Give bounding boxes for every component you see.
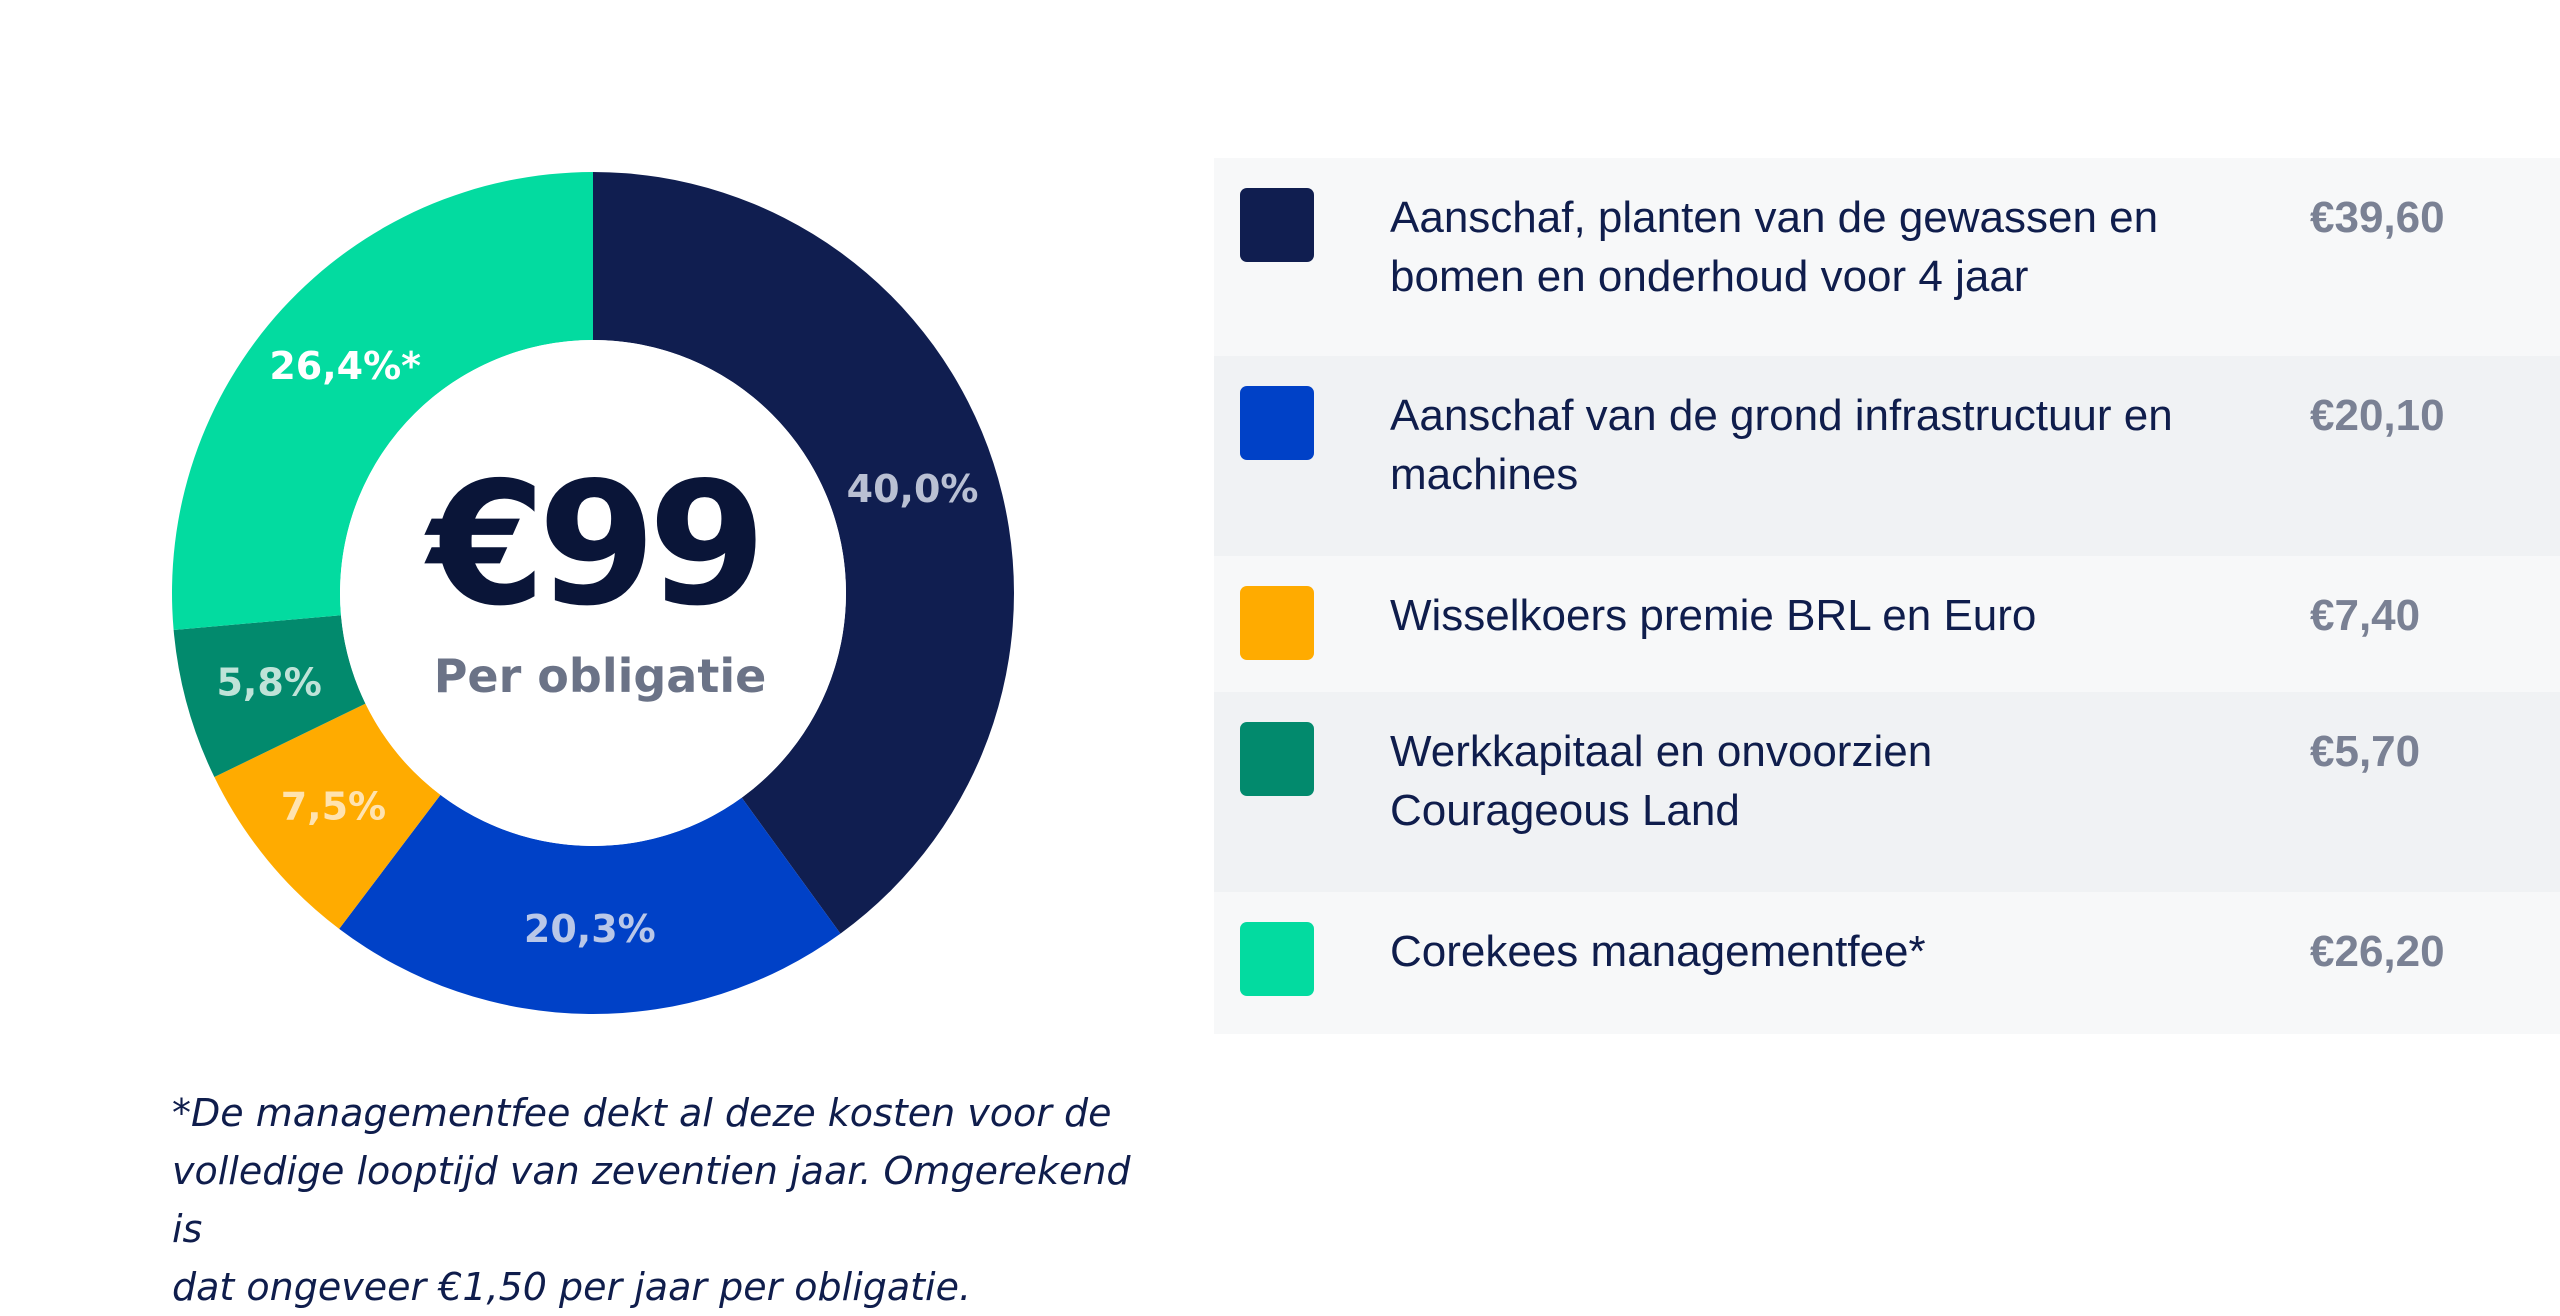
legend-label-line: Corekees managementfee* bbox=[1390, 927, 1926, 976]
slice-label: 7,5% bbox=[281, 784, 386, 828]
legend-label-line: Werkkapitaal en onvoorzien bbox=[1390, 727, 1933, 776]
legend-amount: €26,20 bbox=[2310, 927, 2445, 976]
legend-label-line: Courageous Land bbox=[1390, 786, 1740, 835]
donut-slice bbox=[593, 172, 1015, 934]
legend-label: Werkkapitaal en onvoorzien Courageous Lan… bbox=[1390, 722, 2250, 840]
legend-row: Corekees managementfee* €26,20 bbox=[1214, 892, 2560, 1034]
center-subtitle: Per obligatie bbox=[434, 649, 767, 703]
footnote-line: volledige looptijd van zeventien jaar. O… bbox=[172, 1149, 1131, 1251]
slice-label: 20,3% bbox=[524, 907, 656, 951]
donut-slice bbox=[172, 172, 593, 630]
donut-hole bbox=[340, 340, 846, 846]
footnote-line: dat ongeveer €1,50 per jaar per obligati… bbox=[172, 1265, 972, 1309]
legend-label-line: bomen en onderhoud voor 4 jaar bbox=[1390, 252, 2029, 301]
legend-label: Aanschaf, planten van de gewassen en bome… bbox=[1390, 188, 2250, 306]
legend-table: Aanschaf, planten van de gewassen en bome… bbox=[1214, 158, 2560, 1034]
legend-amount: €39,60 bbox=[2310, 193, 2445, 242]
legend-label-line: Aanschaf, planten van de gewassen en bbox=[1390, 193, 2159, 242]
legend-row: Wisselkoers premie BRL en Euro €7,40 bbox=[1214, 556, 2560, 692]
legend-amount: €7,40 bbox=[2310, 591, 2421, 640]
legend-swatch bbox=[1240, 586, 1314, 660]
donut-slices bbox=[172, 172, 1015, 1015]
legend-swatch bbox=[1240, 188, 1314, 262]
slice-label: 26,4%* bbox=[269, 344, 421, 388]
legend-amount: €20,10 bbox=[2310, 391, 2445, 440]
legend-amount: €5,70 bbox=[2310, 727, 2421, 776]
legend-swatch bbox=[1240, 722, 1314, 796]
legend-label-line: Aanschaf van de grond infrastructuur en bbox=[1390, 391, 2173, 440]
legend-label: Aanschaf van de grond infrastructuur en m… bbox=[1390, 386, 2250, 504]
legend-label: Corekees managementfee* bbox=[1390, 922, 2250, 981]
center-amount: €99 bbox=[424, 446, 759, 644]
legend-swatch bbox=[1240, 386, 1314, 460]
legend-label-line: Wisselkoers premie BRL en Euro bbox=[1390, 591, 2037, 640]
legend-row: Werkkapitaal en onvoorzien Courageous Lan… bbox=[1214, 692, 2560, 892]
legend-row: Aanschaf, planten van de gewassen en bome… bbox=[1214, 158, 2560, 356]
legend-row: Aanschaf van de grond infrastructuur en m… bbox=[1214, 356, 2560, 556]
slice-label: 5,8% bbox=[216, 661, 321, 705]
donut-slice bbox=[214, 703, 441, 929]
donut-slice bbox=[339, 794, 841, 1015]
footnote-line: *De managementfee dekt al deze kosten vo… bbox=[172, 1091, 1112, 1135]
slice-label: 40,0% bbox=[847, 467, 979, 511]
donut-chart: 40,0% 20,3% 7,5% 5,8% 26,4%* €99 Per obligat… bbox=[172, 172, 1015, 1015]
footnote: *De managementfee dekt al deze kosten vo… bbox=[172, 1084, 1172, 1316]
legend-swatch bbox=[1240, 922, 1314, 996]
donut-slice-labels: 40,0% 20,3% 7,5% 5,8% 26,4%* bbox=[216, 344, 978, 951]
donut-slice bbox=[173, 615, 366, 778]
legend-label-line: machines bbox=[1390, 450, 1579, 499]
legend-label: Wisselkoers premie BRL en Euro bbox=[1390, 586, 2250, 645]
